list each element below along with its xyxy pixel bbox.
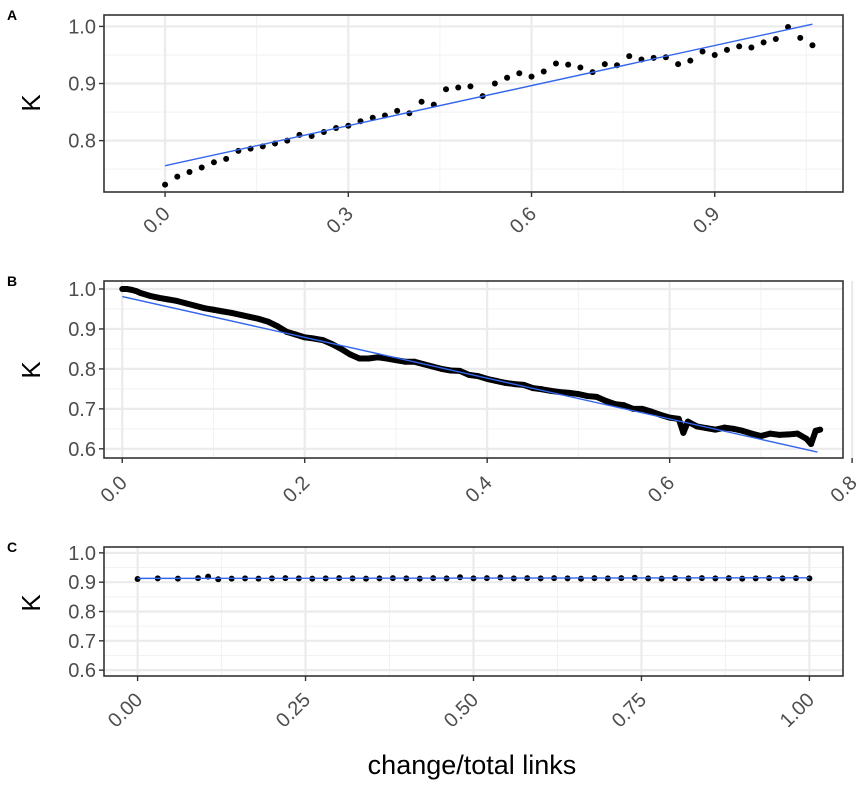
data-point — [540, 68, 547, 75]
panels-group: 0.80.91.00.0 0.3 0.6 0.9KA0.60.70.80.91.00.… — [7, 7, 858, 732]
x-tick-label: 0.0 — [97, 472, 132, 507]
data-point — [797, 34, 804, 41]
data-point — [723, 46, 730, 53]
y-axis-label: K — [16, 361, 46, 379]
figure-x-axis-label: change/total links — [368, 750, 577, 780]
x-tick-label: 0.4 — [461, 472, 496, 507]
data-point — [687, 57, 694, 64]
data-point — [736, 43, 743, 50]
data-point — [210, 159, 217, 166]
data-point — [418, 98, 425, 105]
data-point — [739, 575, 746, 582]
x-tick-label: 0.6 — [644, 472, 679, 507]
data-point — [675, 61, 682, 68]
x-tick-label: 0.75 — [608, 689, 651, 732]
y-tick-label: 0.9 — [68, 74, 96, 96]
y-tick-label: 0.8 — [68, 359, 96, 381]
data-point — [174, 173, 181, 180]
data-point — [162, 181, 169, 188]
data-point — [134, 575, 141, 582]
data-point — [457, 574, 464, 581]
y-tick-label: 1.0 — [68, 16, 96, 38]
data-point — [223, 155, 230, 162]
panel-a: 0.8 0.9 1.0 0.0 0.3 0.6 0.9 K A — [7, 7, 844, 238]
data-point — [504, 74, 511, 81]
x-tick-label: 1.00 — [776, 689, 819, 732]
data-point — [809, 42, 816, 49]
data-point — [491, 80, 498, 87]
y-axis-label: K — [16, 94, 46, 112]
data-point — [552, 60, 559, 67]
data-point — [699, 48, 706, 55]
y-tick-label: 0.9 — [68, 572, 96, 594]
x-tick-label: 0.3 — [323, 203, 358, 238]
trend-line — [122, 295, 818, 453]
y-tick-label: 0.9 — [68, 319, 96, 341]
x-tick-label: 0.8 — [826, 472, 858, 507]
data-point — [394, 107, 401, 114]
data-point — [601, 61, 608, 68]
x-tick-label: 0.00 — [104, 689, 147, 732]
x-tick-label: 0.6 — [506, 203, 541, 238]
data-point — [626, 53, 633, 60]
data-point — [455, 84, 462, 91]
panel-c: 0.6 0.7 0.8 0.9 1.0 0.00 0.25 0.50 0.75 1.00 K C — [7, 539, 844, 732]
data-point — [443, 86, 450, 93]
y-tick-label: 0.8 — [68, 131, 96, 153]
x-tick-label: 0.50 — [440, 689, 483, 732]
y-tick-label: 0.8 — [68, 602, 96, 624]
data-point — [577, 64, 584, 71]
panel-b: 0.6 0.7 0.8 0.9 1.0 0.0 0.2 0.4 0.6 0.8 K B — [7, 273, 858, 507]
panel-letter: A — [7, 7, 17, 23]
data-point — [198, 164, 205, 171]
trend-line — [164, 23, 813, 167]
data-point — [528, 73, 535, 80]
y-tick-label: 0.6 — [68, 439, 96, 461]
data-point — [658, 575, 665, 582]
x-tick-label: 0.2 — [279, 472, 314, 507]
data-point — [565, 61, 572, 68]
data-point — [760, 39, 767, 46]
y-tick-label: 1.0 — [68, 543, 96, 565]
data-point — [215, 576, 222, 583]
data-point — [186, 169, 193, 176]
panel-letter: B — [7, 273, 17, 289]
x-tick-label: 0.25 — [272, 689, 315, 732]
y-tick-label: 1.0 — [68, 279, 96, 301]
x-tick-label: 0.0 — [139, 203, 174, 238]
y-tick-label: 0.6 — [68, 660, 96, 682]
y-tick-label: 0.7 — [68, 399, 96, 421]
data-point — [516, 70, 523, 77]
data-point — [467, 83, 474, 90]
y-axis-label: K — [16, 594, 46, 612]
trend-line — [137, 577, 810, 580]
data-point — [748, 44, 755, 51]
y-tick-label: 0.7 — [68, 631, 96, 653]
panel-border — [103, 14, 844, 193]
data-point — [711, 51, 718, 58]
panel-letter: C — [7, 539, 17, 555]
x-tick-label: 0.9 — [689, 203, 724, 238]
data-point — [772, 35, 779, 42]
